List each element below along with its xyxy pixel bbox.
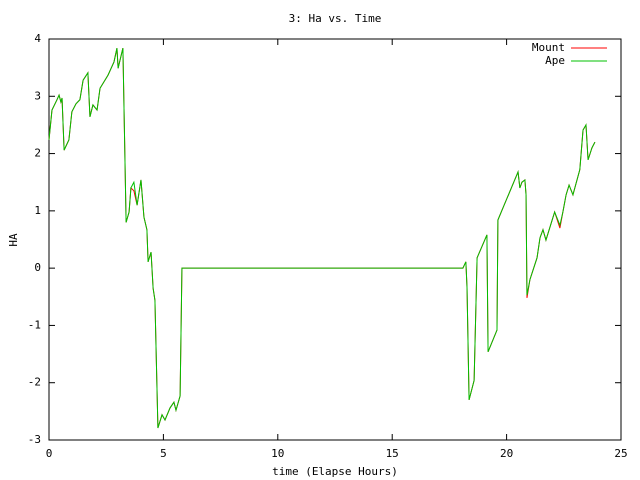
y-tick-label: 4: [34, 32, 41, 45]
x-tick-label: 25: [614, 447, 627, 460]
x-tick-label: 10: [271, 447, 284, 460]
y-axis-label: HA: [7, 233, 20, 247]
x-tick-label: 15: [386, 447, 399, 460]
x-tick-label: 0: [46, 447, 53, 460]
y-tick-label: 3: [34, 89, 41, 102]
legend-label: Mount: [532, 41, 565, 54]
series-line: [48, 48, 596, 429]
x-tick-label: 20: [500, 447, 513, 460]
y-tick-label: 0: [34, 261, 41, 274]
y-tick-label: 2: [34, 147, 41, 160]
plot-frame: [48, 38, 622, 441]
x-axis-label: time (Elapse Hours): [272, 465, 398, 478]
x-tick-label: 5: [160, 447, 167, 460]
y-tick-label: -1: [28, 318, 41, 331]
chart-title: 3: Ha vs. Time: [289, 12, 382, 25]
y-tick-label: -3: [28, 433, 41, 446]
legend-label: Ape: [545, 54, 565, 67]
y-tick-label: -2: [28, 376, 41, 389]
series-line: [48, 48, 596, 429]
y-tick-label: 1: [34, 204, 41, 217]
